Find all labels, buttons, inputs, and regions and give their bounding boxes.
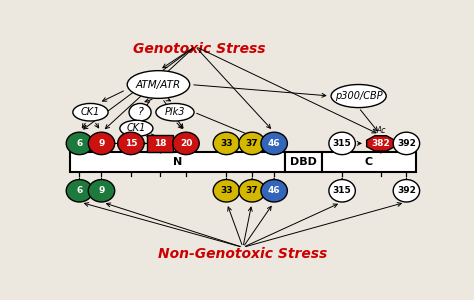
Text: 37: 37: [246, 139, 258, 148]
Ellipse shape: [213, 132, 240, 154]
Text: DBD: DBD: [290, 157, 317, 167]
FancyBboxPatch shape: [70, 152, 285, 172]
Ellipse shape: [393, 179, 419, 202]
Ellipse shape: [73, 103, 108, 121]
Text: C: C: [365, 157, 373, 167]
Ellipse shape: [393, 132, 419, 154]
Text: CK1: CK1: [81, 107, 100, 117]
Ellipse shape: [66, 179, 93, 202]
Text: 33: 33: [220, 139, 233, 148]
Ellipse shape: [120, 120, 153, 136]
Text: ?: ?: [137, 107, 143, 117]
Ellipse shape: [88, 132, 115, 154]
Text: 18: 18: [154, 139, 166, 148]
Text: 6: 6: [76, 139, 82, 148]
Text: 6: 6: [76, 186, 82, 195]
Text: ATM/ATR: ATM/ATR: [136, 80, 181, 89]
Text: CK1: CK1: [127, 123, 146, 134]
Text: 15: 15: [125, 139, 137, 148]
Text: 37: 37: [246, 186, 258, 195]
FancyBboxPatch shape: [285, 152, 322, 172]
Text: Non-Genotoxic Stress: Non-Genotoxic Stress: [158, 247, 328, 260]
Text: 315: 315: [333, 139, 352, 148]
Text: Ac: Ac: [376, 126, 385, 135]
Ellipse shape: [127, 70, 190, 98]
Polygon shape: [366, 136, 395, 151]
Ellipse shape: [239, 179, 265, 202]
Ellipse shape: [261, 179, 287, 202]
Ellipse shape: [173, 132, 199, 154]
FancyBboxPatch shape: [322, 152, 416, 172]
Ellipse shape: [239, 132, 265, 154]
Ellipse shape: [88, 179, 115, 202]
Ellipse shape: [331, 85, 386, 108]
FancyBboxPatch shape: [147, 135, 173, 152]
Text: 46: 46: [268, 139, 281, 148]
Text: 315: 315: [333, 186, 352, 195]
Ellipse shape: [261, 132, 287, 154]
Ellipse shape: [329, 132, 356, 154]
Ellipse shape: [213, 179, 240, 202]
Text: 382: 382: [371, 139, 390, 148]
Text: 392: 392: [397, 139, 416, 148]
Ellipse shape: [66, 132, 93, 154]
Text: 46: 46: [268, 186, 281, 195]
Text: p300/CBP: p300/CBP: [335, 91, 383, 101]
Text: 33: 33: [220, 186, 233, 195]
Ellipse shape: [156, 103, 194, 121]
Text: 392: 392: [397, 186, 416, 195]
Ellipse shape: [129, 103, 151, 121]
Text: N: N: [173, 157, 182, 167]
Ellipse shape: [118, 132, 144, 154]
Text: 20: 20: [180, 139, 192, 148]
Text: 9: 9: [98, 186, 105, 195]
Text: Genotoxic Stress: Genotoxic Stress: [133, 42, 265, 56]
Ellipse shape: [329, 179, 356, 202]
Text: 9: 9: [98, 139, 105, 148]
Text: Plk3: Plk3: [165, 107, 185, 117]
